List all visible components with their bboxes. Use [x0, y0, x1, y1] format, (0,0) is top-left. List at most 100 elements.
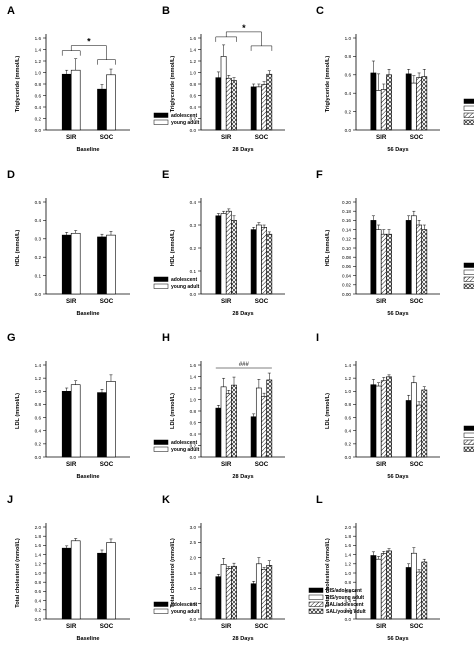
y-tick-label: 1.0 [190, 70, 197, 75]
panel-letter: H [162, 332, 170, 344]
y-axis-label: LDL (mmol/L) [325, 393, 331, 429]
y-axis-label: HDL (mmol/L) [15, 230, 21, 267]
y-tick-label: 1.0 [35, 571, 42, 576]
bar-soc-ris-adolescent [405, 400, 412, 458]
legend-entry: adolescent [171, 440, 197, 446]
bar-soc-ris-young-adult [410, 382, 417, 458]
x-tick-label: SOC [100, 298, 114, 305]
bar-sir-ris-young-adult [220, 386, 227, 458]
legend-swatch [308, 608, 324, 614]
y-tick-label: 1.0 [190, 586, 197, 591]
x-tick-label: SIR [66, 298, 77, 305]
legend-swatch [153, 601, 169, 607]
legend-swatch [463, 439, 474, 445]
legend-swatch [463, 446, 474, 452]
x-tick-label: SIR [66, 461, 77, 468]
bar-soc-sal-adolescent [261, 84, 267, 131]
bar-sir-sal-adolescent [225, 568, 232, 620]
y-tick-label: 0.00 [342, 292, 351, 297]
x-tick-label: SIR [376, 298, 387, 305]
bar-soc-sal-adolescent [261, 569, 267, 620]
panel-j: J 0.0 0.2 0.4 0.6 0.8 1.0 1.2 1.4 1.6 1.8 2.0 Total … [7, 494, 200, 642]
y-tick-label: 0.6 [190, 420, 197, 425]
bar-sir-adolescent [61, 390, 72, 458]
panel-g: G 0.0 0.2 0.4 0.6 0.8 1.0 1.2 1.4 LDL (mmol/L) SIR… [7, 332, 200, 480]
x-tick-label: SIR [221, 623, 232, 630]
y-tick-label: 0.6 [345, 589, 352, 594]
x-tick-label: SOC [410, 461, 424, 468]
legend-swatch [463, 283, 474, 289]
panel-letter: C [316, 5, 324, 17]
legend-swatch [153, 439, 169, 445]
y-tick-label: 0.4 [35, 429, 42, 434]
y-tick-label: 0.02 [342, 283, 351, 288]
y-tick-label: 0.0 [345, 128, 352, 133]
significance-bracket [97, 59, 116, 65]
x-tick-label: SIR [66, 134, 77, 141]
bar-sir-ris-young-adult [375, 90, 382, 131]
x-tick-label: SOC [410, 623, 424, 630]
bar-sir-sal-adolescent [380, 380, 387, 458]
y-tick-label: 0.4 [190, 105, 197, 110]
legend-entry: RIS/young adult [326, 595, 364, 601]
y-tick-label: 1.2 [35, 376, 42, 381]
bar-soc-sal-young-adult [266, 565, 273, 620]
bar-sir-ris-adolescent [215, 407, 222, 458]
legend-entry: young adult [171, 284, 200, 290]
y-axis-label: Total cholesterol (mmol/L) [170, 538, 176, 608]
bar-soc-ris-young-adult [255, 563, 262, 620]
y-tick-label: 0.0 [190, 455, 197, 460]
bar-soc-ris-young-adult [255, 224, 262, 295]
bar-soc-sal-young-adult [266, 379, 273, 458]
bar-soc-sal-young-adult [421, 561, 428, 620]
y-tick-label: 1.5 [190, 571, 197, 576]
x-axis-label: 56 Days [387, 474, 408, 480]
bar-soc-ris-adolescent [250, 583, 257, 620]
y-tick-label: 0.8 [35, 580, 42, 585]
x-tick-label: SIR [66, 623, 77, 630]
y-tick-label: 0.6 [345, 415, 352, 420]
y-axis-label: LDL (mmol/L) [15, 393, 21, 429]
y-tick-label: 0.2 [35, 116, 42, 121]
bar-soc-sal-young-adult [266, 73, 273, 131]
y-tick-label: 1.2 [190, 59, 197, 64]
bar-sir-ris-adolescent [215, 77, 222, 131]
y-tick-label: 0.2 [35, 255, 42, 260]
bar-sir-sal-young-adult [386, 74, 392, 131]
y-tick-label: 0.16 [342, 218, 351, 223]
x-axis-label: Baseline [76, 147, 99, 153]
significance-bracket [61, 50, 81, 56]
panel-letter: I [316, 332, 319, 344]
x-tick-label: SIR [221, 461, 232, 468]
x-axis-label: 56 Days [387, 311, 408, 317]
x-tick-label: SOC [100, 623, 114, 630]
y-axis-label: HDL (mmol/L) [170, 230, 176, 267]
y-tick-label: 0.5 [35, 200, 42, 205]
bar-sir-adolescent [61, 234, 72, 295]
y-tick-label: 1.0 [35, 70, 42, 75]
bar-sir-sal-young-adult [231, 80, 237, 131]
y-tick-label: 1.0 [190, 397, 197, 402]
y-tick-label: 0.6 [35, 93, 42, 98]
y-tick-label: 0.4 [190, 432, 197, 437]
y-tick-label: 1.6 [345, 543, 352, 548]
bar-soc-sal-young-adult [266, 233, 273, 295]
legend-swatch [463, 98, 474, 104]
legend-swatch [153, 283, 169, 289]
y-tick-label: 1.2 [35, 562, 42, 567]
panel-letter: D [7, 169, 15, 181]
bar-sir-ris-adolescent [370, 220, 377, 295]
panel-letter: G [7, 332, 16, 344]
legend-swatch [463, 112, 474, 118]
legend-swatch [463, 432, 474, 438]
y-tick-label: 1.0 [345, 389, 352, 394]
legend-entry: young adult [171, 609, 200, 615]
bar-sir-young-adult [70, 69, 81, 131]
y-tick-label: 0.0 [345, 455, 352, 460]
panel-f: F 0.00 0.02 0.04 0.06 0.08 0.10 0.12 0.14 0.16 0.1… [316, 169, 474, 317]
y-tick-label: 1.8 [345, 534, 352, 539]
panel-a: A 0.0 0.2 0.4 0.6 0.8 1.0 1.2 1.4 1.6 Triglyceride… [7, 5, 200, 153]
bar-sir-ris-adolescent [370, 555, 377, 620]
y-axis-label: HDL (mmol/L) [325, 230, 331, 267]
